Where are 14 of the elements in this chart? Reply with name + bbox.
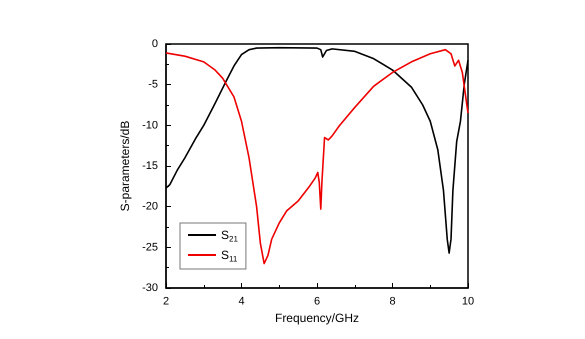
x-tick-label: 8 xyxy=(389,296,396,308)
x-tick-label: 2 xyxy=(162,296,170,308)
x-tick-label: 6 xyxy=(314,296,320,308)
y-tick-label: -30 xyxy=(142,282,158,294)
y-axis-title: S-parameters/dB xyxy=(118,120,132,212)
y-tick-label: -5 xyxy=(148,78,158,91)
x-tick-label: 4 xyxy=(238,296,245,308)
y-tick-label: -20 xyxy=(142,200,158,213)
x-tick-label: 10 xyxy=(462,296,474,308)
y-tick-label: -10 xyxy=(142,119,158,132)
y-tick-label: -15 xyxy=(142,160,158,172)
y-tick-label: -25 xyxy=(142,241,158,254)
y-tick-label: 0 xyxy=(152,38,158,50)
x-axis-title: Frequency/GHz xyxy=(274,310,360,325)
